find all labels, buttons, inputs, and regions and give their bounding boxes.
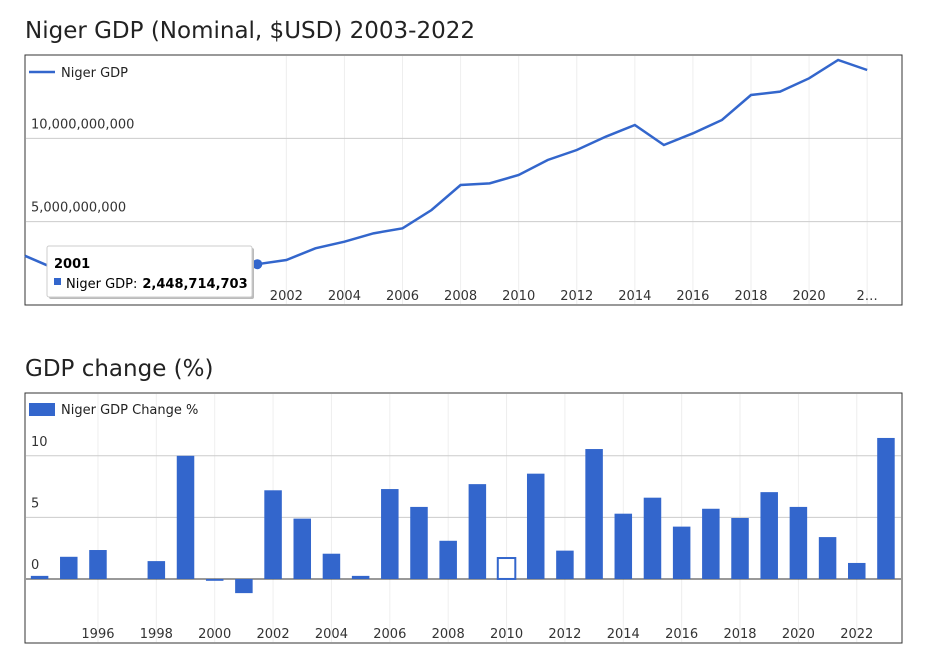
y-tick-label: 10	[31, 435, 48, 450]
bar	[585, 449, 603, 579]
x-tick-label: 2018	[734, 289, 767, 304]
y-tick-label: 10,000,000,000	[31, 117, 134, 132]
x-tick-label: 2004	[328, 289, 361, 304]
x-tick-label: 2000	[198, 627, 231, 642]
plot-frame	[24, 392, 903, 644]
bar	[235, 578, 253, 594]
bar	[818, 537, 837, 579]
x-tick-label: 2022	[840, 627, 873, 642]
x-tick-label: 2012	[548, 627, 581, 642]
x-tick-label: 2008	[444, 289, 477, 304]
legend-swatch	[29, 403, 55, 416]
x-tick-label: 2004	[315, 627, 348, 642]
x-tick-label: 2002	[270, 289, 303, 304]
x-tick-label: 2002	[257, 627, 290, 642]
bar	[672, 526, 691, 579]
bar	[176, 455, 195, 579]
y-tick-label: 5	[31, 496, 39, 511]
bar	[760, 492, 778, 579]
x-tick-label: 2020	[793, 289, 826, 304]
x-tick-label: 2010	[490, 627, 523, 642]
x-tick-label: 2018	[723, 627, 756, 642]
chart-title: GDP change (%)	[25, 356, 213, 382]
bar	[877, 437, 895, 579]
bar	[30, 575, 49, 579]
x-tick-label: 1996	[81, 627, 114, 642]
bar	[410, 506, 428, 579]
tooltip-label: Niger GDP:	[66, 277, 137, 292]
y-tick-label: 5,000,000,000	[31, 201, 126, 216]
bar	[439, 540, 457, 579]
bar	[496, 557, 517, 580]
bar	[614, 513, 633, 579]
bar	[293, 518, 312, 579]
chart-title: Niger GDP (Nominal, $USD) 2003-2022	[25, 18, 475, 44]
bar	[848, 562, 866, 579]
x-tick-label: 2014	[607, 627, 640, 642]
bar	[526, 473, 545, 579]
bar	[731, 518, 749, 579]
bar	[205, 578, 224, 581]
bar	[322, 553, 341, 579]
tooltip-value: 2,448,714,703	[142, 277, 247, 292]
x-tick-label: 2016	[676, 289, 709, 304]
tooltip-text: Niger GDP: 2,448,714,703	[66, 277, 248, 292]
x-tick-label: 2010	[502, 289, 535, 304]
x-tick-label: 2006	[373, 627, 406, 642]
tooltip-box	[46, 245, 253, 298]
bar	[556, 550, 574, 579]
x-tick-label: 2020	[782, 627, 815, 642]
bar	[147, 561, 166, 579]
bar	[264, 490, 282, 579]
x-tick-label: 2008	[432, 627, 465, 642]
x-tick-label: 2…	[857, 289, 878, 304]
bar	[468, 484, 487, 579]
x-tick-label: 2012	[560, 289, 593, 304]
bar	[89, 550, 107, 579]
legend-label: Niger GDP	[61, 66, 128, 81]
x-tick-label: 2016	[665, 627, 698, 642]
y-tick-label: 0	[31, 558, 39, 573]
bar	[643, 497, 662, 579]
legend-label: Niger GDP Change %	[61, 403, 198, 418]
x-tick-label: 2006	[386, 289, 419, 304]
tooltip-title: 2001	[54, 257, 90, 272]
x-tick-label: 2014	[618, 289, 651, 304]
bar	[789, 506, 808, 579]
bar	[60, 556, 78, 579]
hover-point	[252, 259, 263, 270]
bar	[702, 508, 720, 579]
bar	[381, 489, 399, 579]
x-tick-label: 1998	[140, 627, 173, 642]
bar	[351, 575, 370, 579]
tooltip-swatch	[54, 278, 61, 285]
